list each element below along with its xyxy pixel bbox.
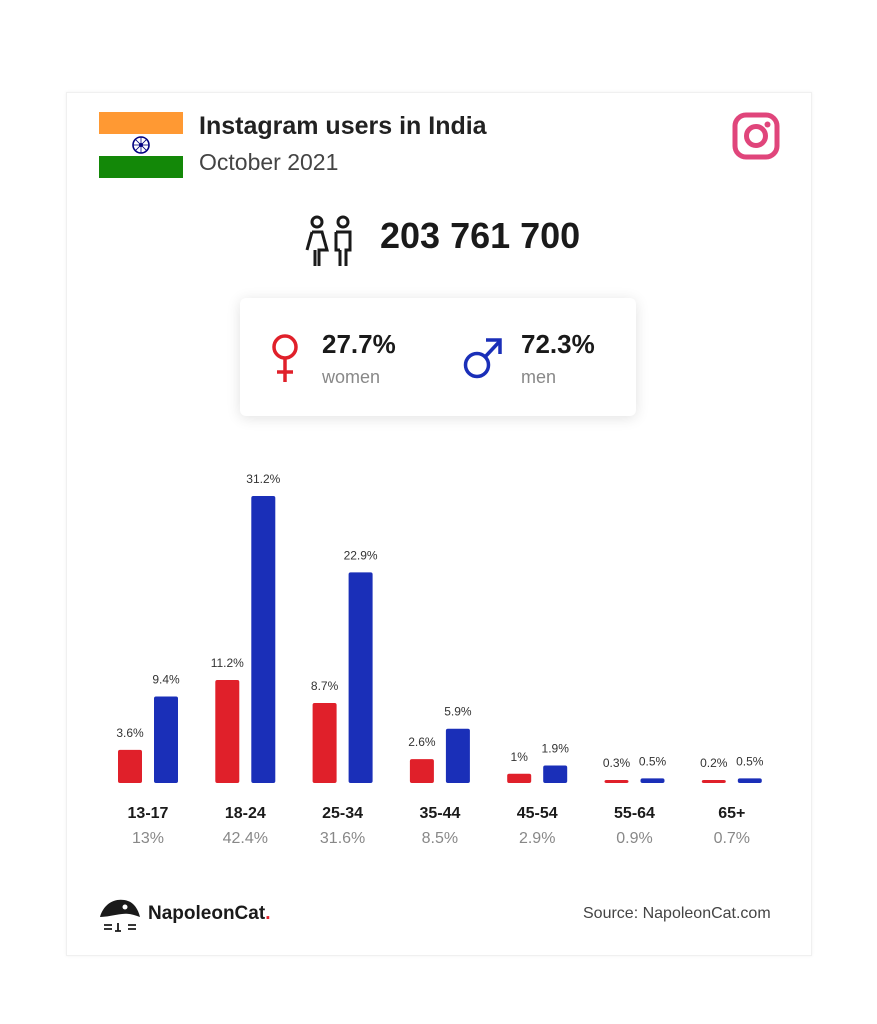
category-label-55-64: 55-64 (614, 805, 655, 822)
category-label-25-34: 25-34 (322, 805, 363, 822)
men-pct: 72.3% (521, 329, 595, 359)
bar-women-13-17 (118, 749, 142, 783)
women-label: women (322, 367, 381, 387)
bar-men-55-64 (640, 778, 665, 783)
bar-men-25-34 (348, 572, 373, 783)
brand-name-text: NapoleonCat (148, 903, 266, 924)
data-label-men-45-54: 1.9% (542, 742, 570, 756)
category-total-35-44: 8.5% (422, 830, 458, 847)
data-label-women-65+: 0.2% (700, 756, 728, 770)
data-label-women-55-64: 0.3% (603, 756, 631, 770)
gender-split-box (240, 298, 636, 416)
bar-men-65+ (737, 778, 762, 783)
category-total-25-34: 31.6% (320, 830, 365, 847)
category-label-65+: 65+ (718, 805, 745, 822)
brand-name: NapoleonCat. (148, 903, 270, 925)
category-total-55-64: 0.9% (616, 830, 652, 847)
brand-dot: . (265, 903, 271, 924)
flag-white-stripe (99, 134, 183, 156)
bar-men-35-44 (445, 728, 470, 783)
bar-women-35-44 (409, 759, 434, 783)
data-label-men-13-17: 9.4% (152, 673, 180, 687)
bar-women-25-34 (312, 702, 337, 783)
bar-women-55-64 (604, 780, 629, 783)
chakra-icon (132, 136, 150, 154)
bar-women-18-24 (215, 679, 240, 783)
women-pct: 27.7% (322, 329, 396, 359)
data-label-women-25-34: 8.7% (311, 679, 339, 693)
data-label-men-35-44: 5.9% (444, 705, 472, 719)
source-note: Source: NapoleonCat.com (583, 905, 771, 922)
male-symbol-icon (463, 338, 502, 379)
bar-women-65+ (701, 780, 726, 783)
category-total-65+: 0.7% (714, 830, 750, 847)
page-title: Instagram users in India (199, 112, 487, 140)
category-total-18-24: 42.4% (223, 830, 268, 847)
flag-green-stripe (99, 156, 183, 178)
infographic-card (66, 92, 812, 956)
data-label-women-18-24: 11.2% (211, 656, 244, 670)
data-label-women-45-54: 1% (511, 750, 529, 764)
category-total-13-17: 13% (132, 830, 164, 847)
category-label-13-17: 13-17 (128, 805, 169, 822)
men-label: men (521, 367, 557, 387)
bar-women-45-54 (507, 773, 532, 783)
data-label-men-65+: 0.5% (736, 754, 764, 768)
data-label-men-18-24: 31.2% (246, 472, 280, 486)
category-label-18-24: 18-24 (225, 805, 266, 822)
total-users: 203 761 700 (380, 215, 581, 256)
data-label-men-55-64: 0.5% (639, 754, 667, 768)
data-label-men-25-34: 22.9% (344, 548, 378, 562)
category-label-35-44: 35-44 (419, 805, 460, 822)
flag-saffron-stripe (99, 112, 183, 134)
india-flag-icon (99, 112, 183, 178)
napoleoncat-logo-icon (100, 899, 140, 932)
category-label-45-54: 45-54 (517, 805, 558, 822)
bar-men-18-24 (251, 496, 276, 783)
bar-men-45-54 (543, 765, 568, 783)
users-icon (305, 215, 352, 266)
data-label-women-35-44: 2.6% (408, 735, 436, 749)
instagram-icon (732, 112, 780, 160)
page-subtitle: October 2021 (199, 149, 339, 175)
female-symbol-icon (272, 334, 298, 382)
category-total-45-54: 2.9% (519, 830, 555, 847)
data-label-women-13-17: 3.6% (116, 726, 144, 740)
bar-men-13-17 (154, 696, 178, 783)
